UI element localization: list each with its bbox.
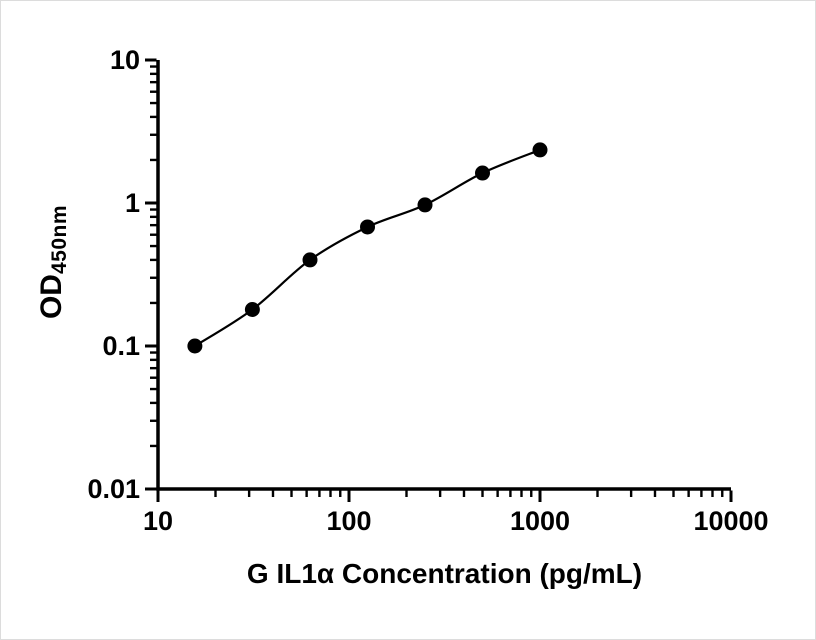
x-tick-label: 10000 (693, 506, 768, 536)
y-tick-label: 0.01 (87, 474, 140, 504)
axes-spine (156, 60, 731, 491)
data-points (187, 142, 548, 354)
x-tick-label: 10 (143, 506, 173, 536)
data-point (360, 219, 376, 235)
y-axis-title-main: OD (35, 274, 68, 320)
data-point (532, 142, 548, 158)
data-point (244, 301, 260, 317)
data-point (475, 165, 491, 181)
y-tick-label: 1 (125, 188, 140, 218)
fit-curve (194, 148, 541, 347)
x-axis-title: G IL1α Concentration (pg/mL) (246, 558, 643, 589)
axis-ticks (145, 58, 733, 502)
y-axis-title: OD450nm (35, 204, 71, 320)
data-point (302, 252, 318, 268)
x-tick-label: 1000 (510, 506, 570, 536)
y-tick-label: 10 (110, 45, 140, 75)
x-tick-label: 100 (326, 506, 371, 536)
data-point (187, 338, 203, 354)
y-tick-label: 0.1 (102, 331, 140, 361)
data-point (417, 197, 433, 213)
y-axis-title-subscript: 450nm (48, 204, 71, 275)
